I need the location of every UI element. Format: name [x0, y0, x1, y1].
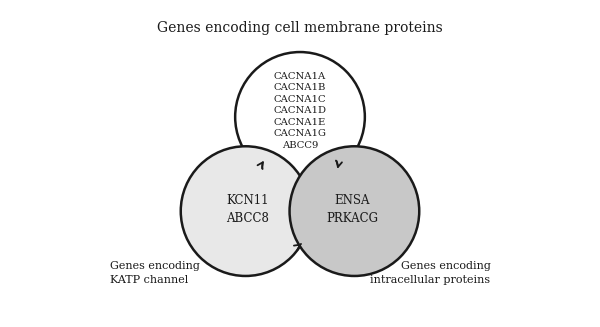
Text: CACNA1A
CACNA1B
CACNA1C
CACNA1D
CACNA1E
CACNA1G
ABCC9: CACNA1A CACNA1B CACNA1C CACNA1D CACNA1E …	[274, 72, 326, 150]
Circle shape	[290, 146, 419, 276]
Text: Genes encoding
KATP channel: Genes encoding KATP channel	[110, 261, 199, 284]
Text: KCN11
ABCC8: KCN11 ABCC8	[226, 194, 269, 225]
Circle shape	[235, 52, 365, 182]
Circle shape	[181, 146, 310, 276]
Text: ENSA
PRKACG: ENSA PRKACG	[326, 194, 379, 225]
Text: Genes encoding cell membrane proteins: Genes encoding cell membrane proteins	[157, 21, 443, 35]
Text: Genes encoding
intracellular proteins: Genes encoding intracellular proteins	[370, 261, 490, 284]
